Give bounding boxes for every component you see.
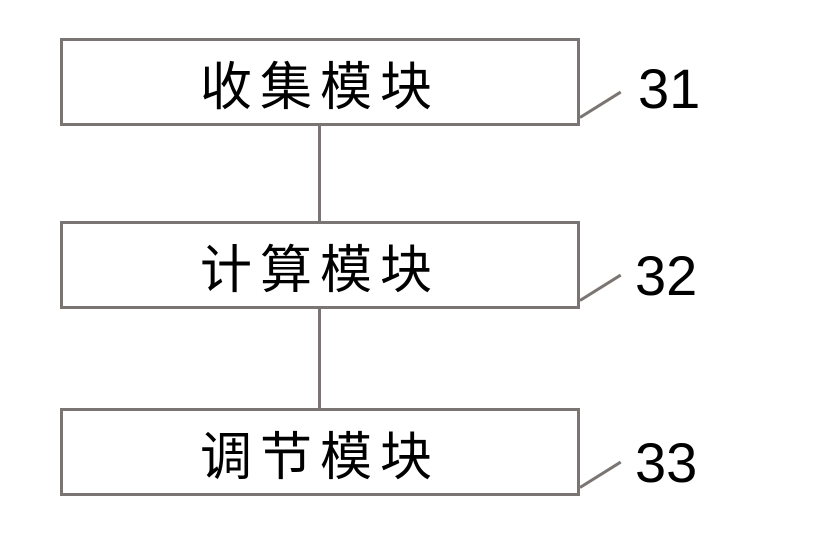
flowchart-connector	[318, 126, 321, 221]
flowchart-node-1: 收集模块	[60, 38, 580, 126]
label-tick	[579, 91, 621, 119]
node-number: 32	[635, 243, 697, 308]
node-label: 计算模块	[200, 228, 440, 303]
flowchart-connector	[318, 309, 321, 408]
node-number: 31	[638, 56, 700, 121]
label-tick	[579, 274, 621, 302]
label-tick	[579, 461, 621, 489]
node-label: 调节模块	[200, 415, 440, 490]
node-label: 收集模块	[200, 45, 440, 120]
flowchart-node-2: 计算模块	[60, 221, 580, 309]
flowchart-node-3: 调节模块	[60, 408, 580, 496]
node-number: 33	[635, 430, 697, 495]
